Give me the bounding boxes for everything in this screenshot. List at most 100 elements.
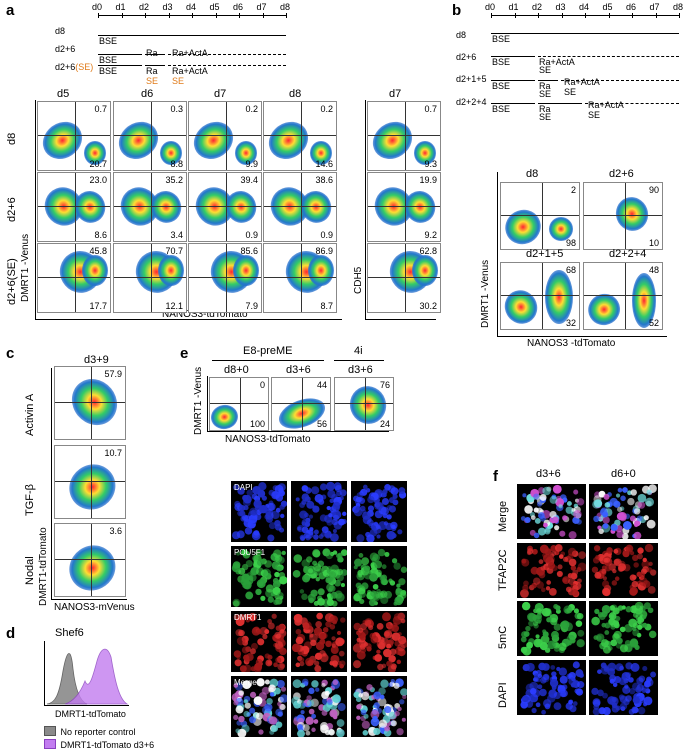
a-plot-r0-c4: 0.7 9.3 [367,101,441,171]
a-row-d26: d2+6 [6,197,18,222]
c-row-activin: Activin A [24,393,36,436]
row-d26se-line-a [98,65,142,66]
a-plot-r2-c2-upper-right-value: 85.6 [240,246,258,256]
a-plot-r2-c1-upper-right-value: 70.7 [165,246,183,256]
quadrant-h [114,205,186,207]
row-d26-line-c [168,54,286,55]
d-legend-reporter-swatch [44,738,56,749]
f-mic-r3-c1-cells [591,662,657,715]
quadrant-h [264,134,336,136]
a-plot-r0-c4-population [368,114,419,167]
a-plot-r0-c3-population [309,140,333,165]
b-tick [679,13,680,18]
f-mic-r0-c0-cells [520,484,585,539]
d-title: Shef6 [55,627,84,639]
b-row-d224-line-b [538,103,582,104]
f-mic-r0-c1-cells [592,484,657,539]
f-mic-r0-c1 [588,483,659,540]
b-row-d215-se2: SE [564,87,577,97]
quadrant-v [151,173,153,241]
e-plot-1: 44 56 [271,377,331,431]
quadrant-h [38,134,110,136]
quadrant-h [189,134,261,136]
f-mic-r1-c0 [516,542,587,599]
quadrant-h [114,134,186,136]
d-histogram [44,641,129,706]
b-plot-title-2: d2+1+5 [526,248,564,260]
a-plot-r0-c2-lower-right-value: 9.9 [245,159,258,169]
e-mic-r0-c1 [290,480,348,543]
quadrant-h [38,205,110,207]
c-row-nodal: Nodal [24,556,36,585]
b-row-d224-seg2: Ra [539,104,551,114]
b-day-d2: d2 [532,2,543,12]
a-day-d2: d2 [139,2,150,12]
c-plot-2-upper-right-value: 3.6 [109,526,122,536]
quadrant-h [264,276,336,278]
b-row-d215-line-c [561,80,679,81]
f-col-d36: d3+6 [536,468,561,480]
quadrant-v [365,378,367,430]
e-mic-r0-c0-label: DAPI [234,483,253,492]
b-plot-2: 68 32 [500,262,580,330]
f-mic-r2-c1 [588,600,659,657]
b-day-d1: d1 [508,2,519,12]
a-plot-r1-c1-lower-right-value: 3.4 [170,230,183,240]
b-row-d8-line [491,33,679,34]
b-plot-3-population [632,273,656,328]
quadrant-h [114,276,186,278]
e-mic-r3-c0-label: Merge [234,678,257,687]
c-row-tgfb: TGF-β [24,484,36,516]
c-x-axis: NANOS3-mVenus [54,602,135,613]
a-plot-r0-c3-population [264,114,315,167]
row-d26se-line-b [145,65,165,66]
a-plot-r1-c3-lower-right-value: 0.9 [320,230,333,240]
f-mic-r2-c1-cells [591,601,657,654]
a-plot-r1-c3: 38.6 0.9 [263,172,337,242]
b-plot-0: 2 98 [500,182,580,250]
b-row-d26-line-b [538,56,679,57]
a-plot-r2-c1-lower-right-value: 12.1 [165,301,183,311]
e-axis-bottom [207,431,389,432]
b-row-d215-line-a [491,80,535,81]
a-plot-r2-c1-population [158,254,185,286]
quadrant-h [55,480,125,482]
a-plot-r1-c0-upper-right-value: 23.0 [89,175,107,185]
a-plot-r1-c2: 39.4 0.9 [188,172,262,242]
a-plot-r2-c0-upper-right-value: 45.8 [89,246,107,256]
b-day-d6: d6 [626,2,637,12]
a-day-d1: d1 [115,2,126,12]
a-col-d8: d8 [289,88,302,100]
panel-e-label: e [180,345,189,362]
b-row-d224: d2+2+4 [456,97,487,107]
a-plot-r0-c0-population [83,140,107,165]
a-plot-r1-c4: 19.9 9.2 [367,172,441,242]
b-y-axis: DMRT1 -Venus [480,259,491,328]
c-plot-2: 3.6 [54,523,126,597]
e-group2-line [334,360,384,361]
e-mic-r1-c1 [290,545,348,608]
a-row-d8: d8 [6,132,18,145]
f-row-3: DAPI [497,682,509,708]
d-legend-reporter-label: DMRT1-tdTomato d3+6 [60,740,155,750]
b-row-d26-seg1: BSE [492,57,511,67]
a-plot-r1-c1: 35.2 3.4 [113,172,187,242]
a-plot-r2-c1: 70.7 12.1 [113,243,187,313]
a-plot-r2-c4-upper-right-value: 62.8 [419,246,437,256]
a-day-d4: d4 [186,2,197,12]
quadrant-v [226,244,228,312]
a-x-axis: NANOS3-tdTomato [162,309,248,320]
e-axis-left [207,376,208,432]
f-mic-r2-c0-cells [520,601,585,656]
quadrant-v [91,446,93,518]
b-plot-title-3: d2+2+4 [609,248,647,260]
a-plot-r0-c3-upper-right-value: 0.2 [320,104,333,114]
row-d26-line-b [145,54,165,55]
e-mic-r3-c2-cells [353,678,407,737]
b-row-d224-se2: SE [588,110,601,120]
e-mic-r2-c2-cells [352,612,407,672]
quadrant-h [368,205,440,207]
quadrant-v [301,244,303,312]
a-plot-r1-c0: 23.0 8.6 [37,172,111,242]
b-plot-0-upper-right-value: 2 [570,185,576,195]
